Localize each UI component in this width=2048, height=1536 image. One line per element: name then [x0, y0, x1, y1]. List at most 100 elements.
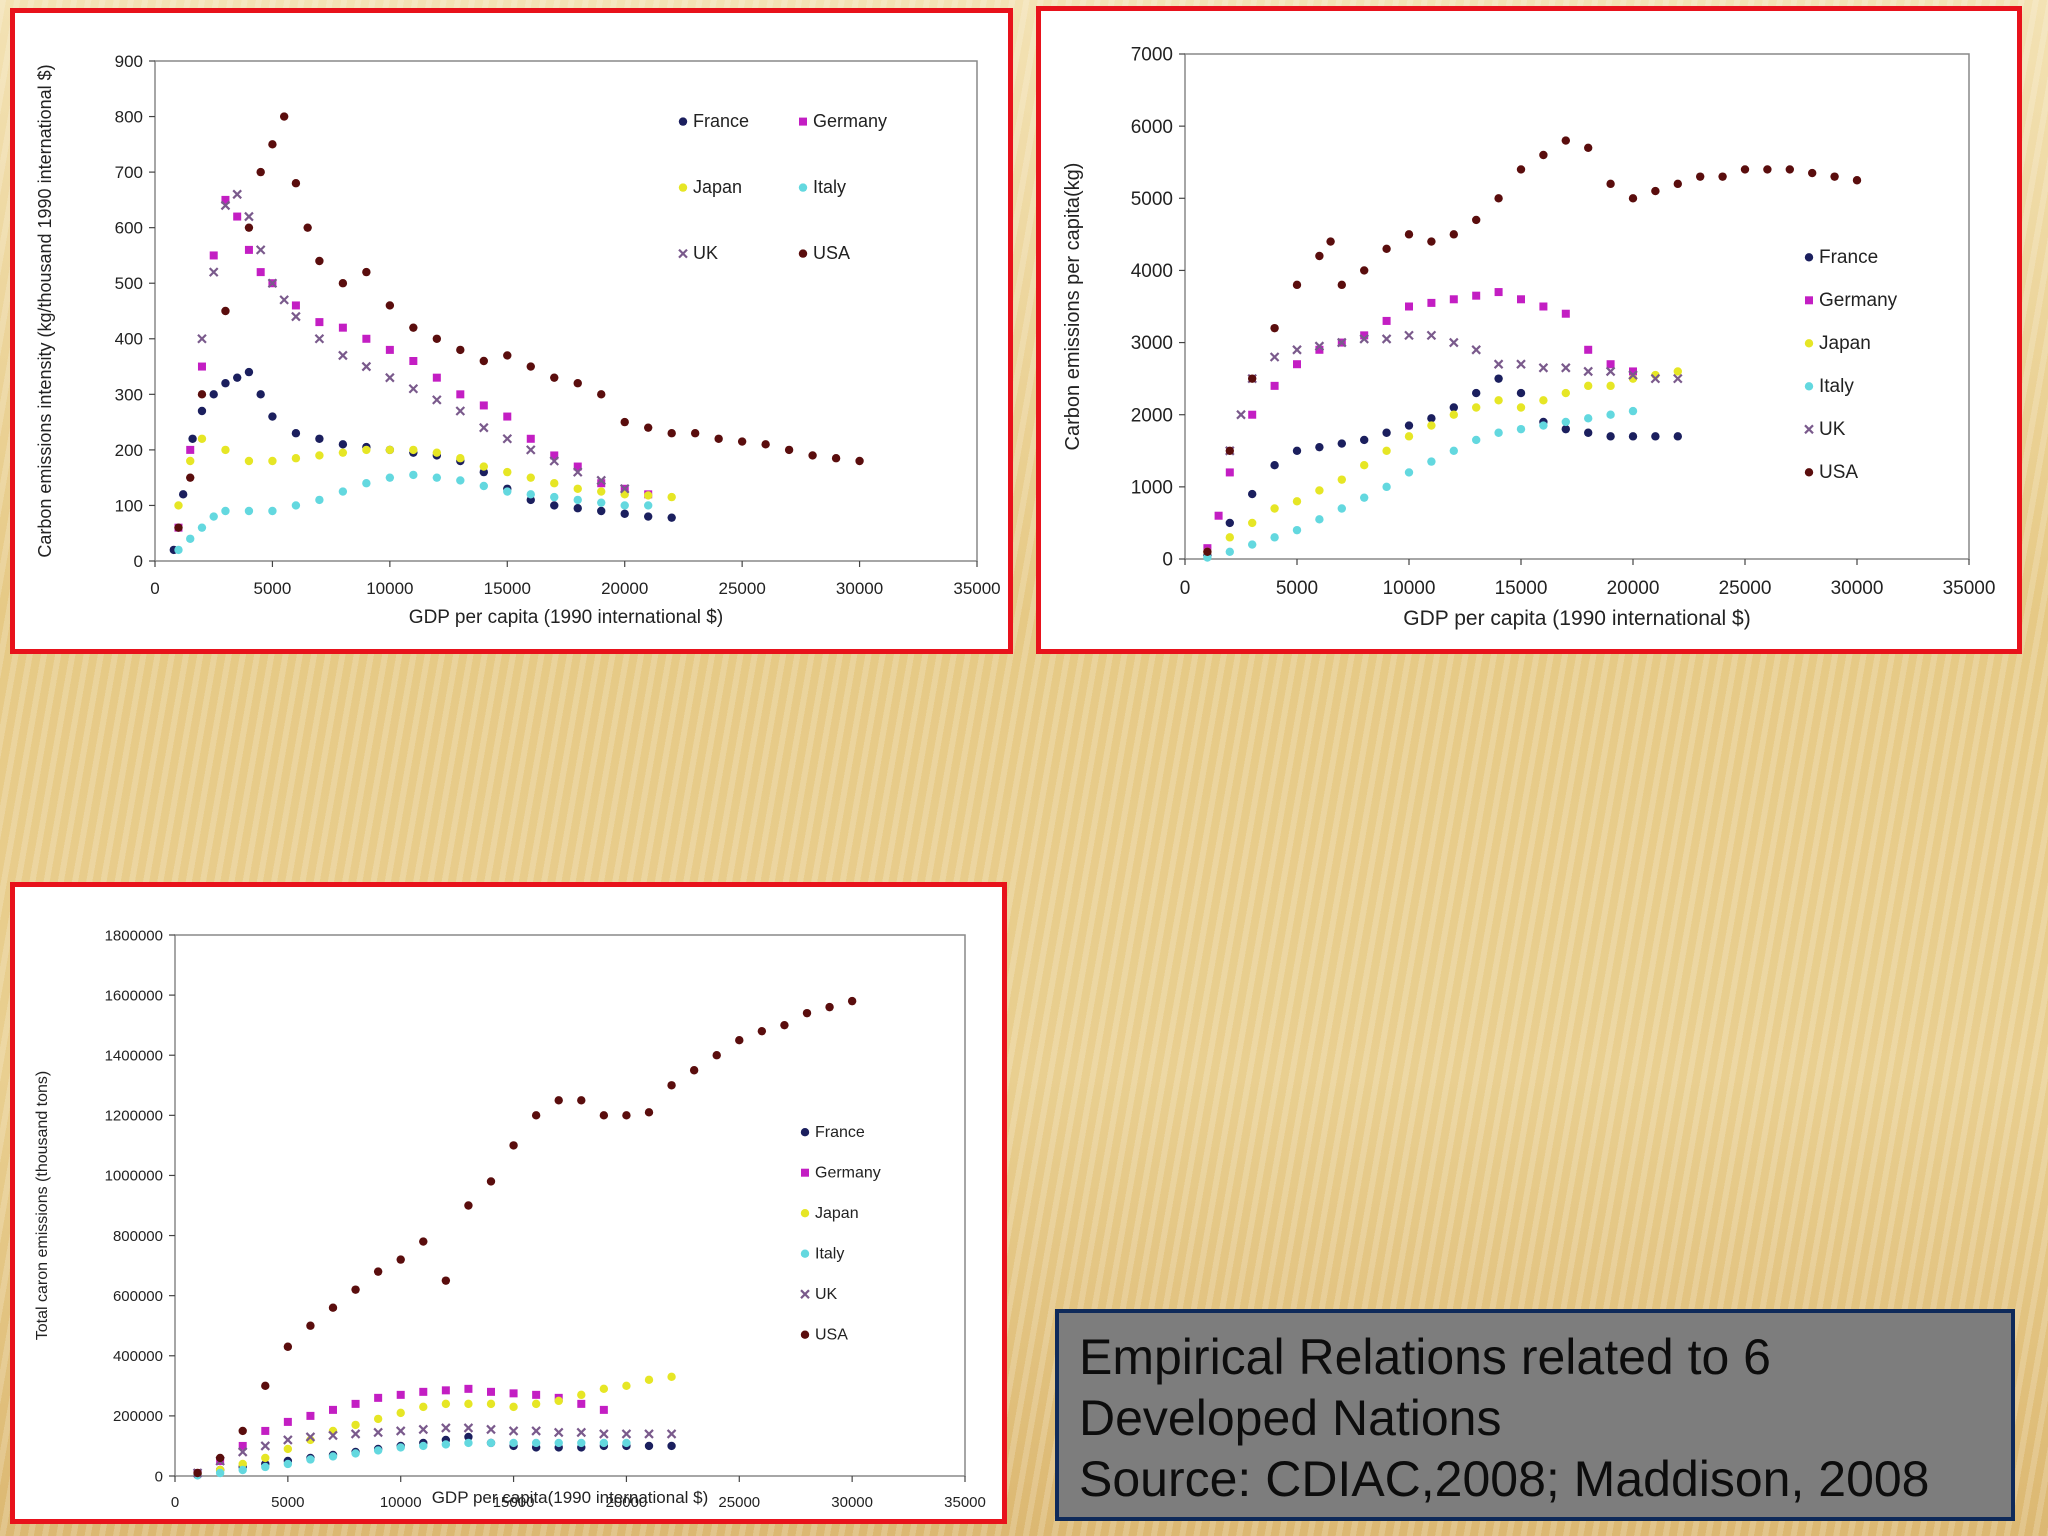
data-point-uk — [314, 334, 325, 344]
data-point-uk — [291, 311, 301, 322]
data-point-italy — [486, 1438, 496, 1448]
legend-label-japan: Japan — [815, 1205, 859, 1222]
data-point-usa — [1763, 165, 1772, 174]
data-point-uk — [220, 200, 231, 211]
data-point-usa — [432, 334, 442, 343]
data-point-japan — [550, 479, 559, 488]
legend-marker-uk — [1804, 424, 1814, 435]
data-point-usa — [1360, 266, 1369, 275]
data-point-france — [1606, 432, 1615, 441]
data-point-italy — [261, 1462, 270, 1472]
data-point-japan — [1673, 367, 1682, 376]
data-point-japan — [1539, 396, 1548, 405]
caption-line-3: Source: CDIAC,2008; Maddison, 2008 — [1079, 1451, 1930, 1507]
y-tick-label: 1400000 — [105, 1047, 163, 1064]
data-point-usa — [667, 429, 676, 438]
legend-marker-usa — [1804, 468, 1814, 477]
data-point-usa — [193, 1468, 202, 1478]
data-point-italy — [620, 501, 629, 510]
data-point-italy — [409, 470, 418, 480]
y-tick-label: 6000 — [1131, 117, 1173, 138]
data-point-france — [573, 504, 582, 513]
x-tick-label: 20000 — [606, 1494, 648, 1511]
data-point-japan — [244, 456, 254, 466]
data-point-uk — [572, 467, 583, 477]
data-point-italy — [644, 501, 653, 510]
data-point-japan — [577, 1390, 586, 1400]
data-point-germany — [1449, 295, 1458, 304]
data-point-japan — [315, 451, 324, 460]
legend: France Germany Japan Italy UK USA — [1804, 247, 1898, 483]
data-point-uk — [1516, 359, 1526, 369]
data-point-usa — [757, 1026, 767, 1036]
data-point-japan — [1225, 533, 1234, 542]
data-point-france — [1449, 403, 1458, 412]
data-point-usa — [338, 279, 348, 288]
y-tick-label: 400000 — [113, 1348, 163, 1365]
data-point-usa — [1785, 165, 1794, 174]
data-point-france — [1225, 518, 1234, 528]
data-point-germany — [197, 362, 206, 371]
series-germany — [1203, 288, 1637, 553]
data-point-uk — [1493, 359, 1504, 369]
data-point-usa — [283, 1342, 293, 1351]
data-point-uk — [260, 1441, 271, 1451]
data-point-usa — [456, 345, 465, 355]
plot-area — [154, 60, 978, 562]
data-point-usa — [1852, 176, 1862, 185]
series-italy — [193, 1438, 631, 1480]
data-point-usa — [808, 451, 817, 460]
data-point-germany — [503, 412, 512, 421]
data-point-germany — [396, 1390, 405, 1399]
legend: France Germany Japan Italy UK USA — [800, 1124, 881, 1344]
data-point-germany — [1561, 309, 1570, 318]
data-point-france — [1427, 414, 1436, 423]
data-point-usa — [221, 306, 230, 316]
x-tick-label: 15000 — [1495, 578, 1548, 599]
data-point-germany — [409, 357, 418, 365]
y-tick-label: 3000 — [1131, 333, 1173, 354]
data-point-germany — [1629, 367, 1637, 376]
data-point-italy — [550, 492, 559, 502]
data-point-germany — [374, 1393, 383, 1402]
data-point-usa — [735, 1035, 744, 1045]
data-point-france — [1472, 388, 1481, 398]
x-axis-label: GDP per capita(1990 international $) — [432, 1488, 709, 1507]
data-point-germany — [456, 390, 465, 399]
data-point-italy — [396, 1443, 405, 1452]
data-point-japan — [432, 448, 442, 457]
data-point-france — [197, 406, 207, 416]
y-tick-label: 4000 — [1131, 261, 1173, 282]
data-point-usa — [1472, 215, 1481, 225]
data-point-germany — [1214, 511, 1223, 520]
data-point-usa — [784, 445, 794, 455]
data-point-germany — [362, 334, 371, 343]
data-point-usa — [737, 437, 747, 446]
chart-panel-intensity: 0 100 200 300 400 500 600 700 800 900 0 5000 10000 15… — [10, 8, 1013, 654]
data-point-usa — [174, 523, 183, 532]
data-point-germany — [1472, 291, 1481, 300]
chart-per-capita: 0 1000 2000 3000 4000 5000 6000 7000 0 5000 10000 1… — [1062, 45, 1995, 630]
x-tick-label: 5000 — [271, 1494, 304, 1511]
data-point-germany — [315, 318, 324, 327]
data-point-germany — [509, 1389, 518, 1398]
data-point-italy — [573, 495, 582, 505]
data-point-japan — [351, 1420, 360, 1430]
data-point-italy — [503, 487, 512, 496]
data-point-italy — [1516, 424, 1526, 434]
data-point-usa — [1248, 374, 1257, 383]
data-point-usa — [1561, 136, 1570, 145]
x-tick-label: 30000 — [836, 579, 883, 598]
data-point-france — [244, 367, 254, 377]
x-tick-label: 20000 — [1607, 578, 1660, 599]
data-point-japan — [1315, 486, 1324, 495]
data-point-france — [1337, 439, 1346, 448]
legend-label-usa: USA — [1819, 462, 1858, 483]
data-point-france — [1516, 388, 1526, 398]
legend-label-germany: Germany — [815, 1165, 881, 1182]
data-point-france — [1651, 432, 1660, 441]
data-point-france — [1494, 374, 1503, 383]
data-point-italy — [554, 1438, 563, 1448]
data-point-usa — [1606, 179, 1615, 189]
data-point-usa — [1427, 237, 1436, 246]
